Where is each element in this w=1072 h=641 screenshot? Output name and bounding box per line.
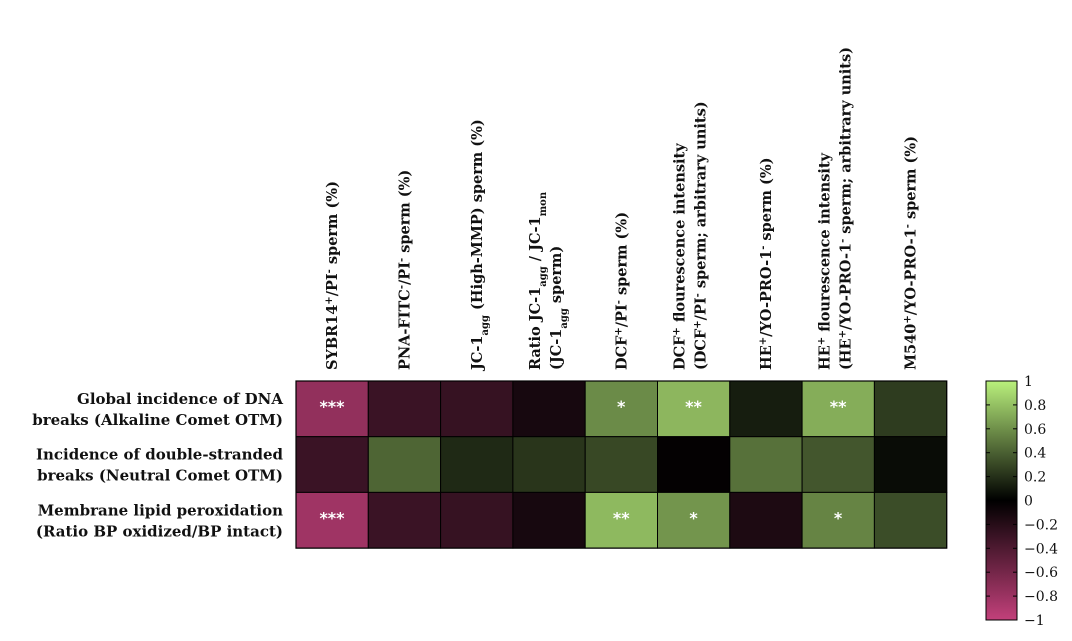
colorbar-gradient bbox=[985, 380, 1018, 621]
column-label: PNA-FITC-/PI- sperm (%) bbox=[396, 170, 414, 370]
svg-text:Global incidence of DNA: Global incidence of DNA bbox=[77, 390, 283, 408]
significance-marker: *** bbox=[319, 508, 345, 527]
svg-text:M540+/YO-PRO-1- sperm (%): M540+/YO-PRO-1- sperm (%) bbox=[902, 136, 920, 370]
significance-marker: * bbox=[617, 397, 626, 416]
heatmap-cell bbox=[367, 436, 442, 493]
colorbar-tick-label: −0.2 bbox=[1024, 517, 1058, 533]
heatmap-cell bbox=[657, 436, 731, 493]
colorbar-tick-label: 0.8 bbox=[1024, 398, 1046, 414]
svg-text:HE+/YO-PRO-1- sperm (%): HE+/YO-PRO-1- sperm (%) bbox=[757, 158, 775, 370]
heatmap-cell bbox=[729, 436, 803, 493]
svg-text:Ratio JC-1agg / JC-1mon: Ratio JC-1agg / JC-1mon bbox=[527, 191, 549, 370]
column-label: HE+/YO-PRO-1- sperm (%) bbox=[757, 158, 775, 370]
svg-text:breaks (Neutral Comet OTM): breaks (Neutral Comet OTM) bbox=[37, 467, 283, 485]
column-label: HE+ flourescence intensity(HE+/YO-PRO-1-… bbox=[816, 47, 855, 370]
heatmap-cell bbox=[295, 436, 369, 493]
significance-marker: ** bbox=[830, 397, 847, 416]
colorbar-tick-label: −1 bbox=[1024, 613, 1045, 629]
colorbar-tick-label: 0.6 bbox=[1024, 422, 1046, 438]
svg-text:DCF+/PI- sperm (%): DCF+/PI- sperm (%) bbox=[613, 212, 631, 370]
colorbar-tick-label: 0.2 bbox=[1024, 470, 1046, 486]
row-label: Global incidence of DNA breaks (Alkaline … bbox=[32, 390, 283, 429]
colorbar-tick-label: 1 bbox=[1024, 374, 1033, 390]
row-label: Membrane lipid peroxidation (Ratio BP oxi… bbox=[36, 501, 283, 540]
heatmap-cell bbox=[295, 380, 369, 438]
significance-marker: *** bbox=[319, 397, 345, 416]
column-label: M540+/YO-PRO-1- sperm (%) bbox=[902, 136, 920, 370]
svg-text:Membrane lipid peroxidation: Membrane lipid peroxidation bbox=[38, 501, 284, 519]
svg-text:DCF+ flourescence intensity: DCF+ flourescence intensity bbox=[671, 143, 689, 370]
heatmap-border bbox=[295, 380, 948, 549]
colorbar-tick-label: −0.6 bbox=[1024, 565, 1058, 581]
svg-text:Incidence of double-stranded: Incidence of double-stranded bbox=[36, 446, 284, 464]
heatmap-cell bbox=[367, 380, 442, 438]
heatmap-cell bbox=[873, 436, 948, 493]
heatmap-cell bbox=[584, 436, 659, 493]
column-labels: SYBR14+/PI- sperm (%) PNA-FITC-/PI- sperm… bbox=[324, 47, 920, 372]
heatmap-cell bbox=[657, 380, 731, 438]
svg-text:breaks (Alkaline Comet OTM): breaks (Alkaline Comet OTM) bbox=[32, 411, 283, 429]
heatmap-cell bbox=[440, 436, 514, 493]
column-label: DCF+/PI- sperm (%) bbox=[613, 212, 631, 370]
heatmap-cell bbox=[512, 436, 586, 493]
heatmap-cell bbox=[440, 380, 514, 438]
row-label: Incidence of double-stranded breaks (Neut… bbox=[36, 446, 284, 485]
colorbar-tick-label: −0.8 bbox=[1024, 589, 1058, 605]
heatmap-cell bbox=[295, 491, 369, 549]
heatmap-cell bbox=[873, 380, 948, 438]
heatmap-cell bbox=[440, 491, 514, 549]
svg-text:PNA-FITC-/PI- sperm (%): PNA-FITC-/PI- sperm (%) bbox=[396, 170, 414, 370]
heatmap-cell bbox=[729, 380, 803, 438]
heatmap-cell bbox=[801, 380, 875, 438]
svg-text:HE+ flourescence intensity: HE+ flourescence intensity bbox=[816, 152, 834, 370]
column-label: SYBR14+/PI- sperm (%) bbox=[324, 181, 342, 370]
heatmap-cells bbox=[295, 380, 948, 549]
column-label: Ratio JC-1agg / JC-1mon(JC-1agg sperm) bbox=[527, 191, 570, 370]
svg-text:(JC-1agg sperm): (JC-1agg sperm) bbox=[548, 246, 570, 370]
significance-marker: * bbox=[834, 508, 843, 527]
svg-text:(Ratio BP oxidized/BP intact): (Ratio BP oxidized/BP intact) bbox=[36, 522, 283, 540]
svg-text:(HE+/YO-PRO-1- sperm; arbitrar: (HE+/YO-PRO-1- sperm; arbitrary units) bbox=[837, 47, 855, 370]
significance-marker: ** bbox=[685, 397, 702, 416]
heatmap-cell bbox=[801, 436, 875, 493]
column-label: JC-1agg (High-MMP) sperm (%) bbox=[469, 119, 491, 372]
heatmap-cell bbox=[873, 491, 948, 549]
significance-marker: * bbox=[689, 508, 698, 527]
svg-text:JC-1agg (High-MMP) sperm (%): JC-1agg (High-MMP) sperm (%) bbox=[469, 119, 491, 372]
heatmap-cell bbox=[512, 380, 586, 438]
colorbar-tick-label: 0 bbox=[1024, 494, 1033, 510]
column-label: DCF+ flourescence intensity(DCF+/PI- spe… bbox=[671, 101, 710, 370]
colorbar-tick-label: −0.4 bbox=[1024, 541, 1058, 557]
heatmap-cell bbox=[729, 491, 803, 549]
svg-text:SYBR14+/PI- sperm (%): SYBR14+/PI- sperm (%) bbox=[324, 181, 342, 370]
colorbar: 1 0.8 0.6 0.4 0.2 0 −0.2 −0.4 −0.6 −0.8 −1 bbox=[985, 374, 1058, 629]
svg-text:(DCF+/PI- sperm; arbitrary uni: (DCF+/PI- sperm; arbitrary units) bbox=[692, 101, 710, 370]
row-labels: Global incidence of DNA breaks (Alkaline … bbox=[32, 390, 283, 540]
significance-marker: ** bbox=[613, 508, 630, 527]
heatmap-cell bbox=[584, 491, 659, 549]
heatmap-cell bbox=[512, 491, 586, 549]
colorbar-tick-label: 0.4 bbox=[1024, 446, 1046, 462]
heatmap-cell bbox=[367, 491, 442, 549]
significance-markers: *** * ** ***** ** * * bbox=[319, 397, 847, 527]
